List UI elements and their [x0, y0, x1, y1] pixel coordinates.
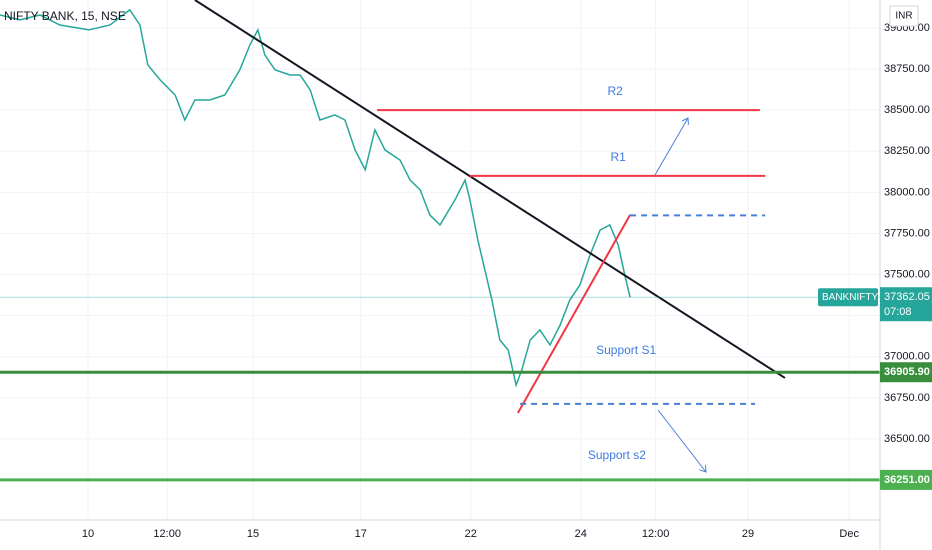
y-tick-label: 36750.00 [884, 392, 930, 404]
x-tick-label: 10 [82, 528, 94, 540]
price-label: 37362.05 [884, 291, 930, 303]
grid [0, 0, 880, 520]
annotation: Support S1 [596, 343, 656, 357]
chart-title: NIFTY BANK, 15, NSE [4, 9, 126, 23]
countdown: 07:08 [884, 306, 912, 318]
y-tick-label: 37000.00 [884, 351, 930, 363]
x-tick-label: 15 [247, 528, 259, 540]
annotation: R1 [611, 150, 627, 164]
x-tick-label: 22 [465, 528, 477, 540]
y-tick-label: 37750.00 [884, 227, 930, 239]
trend-line [517, 214, 631, 414]
level-tag [880, 469, 932, 490]
x-tick-label: Dec [839, 528, 859, 540]
x-tick-label: 12:00 [642, 528, 670, 540]
y-tick-label: 38000.00 [884, 186, 930, 198]
arrow [657, 409, 706, 472]
level-label: 36251.00 [884, 474, 930, 486]
plot: R2 R1 Support S1 Support s2 [0, 0, 880, 482]
y-tick-label: 38250.00 [884, 145, 930, 157]
price-name: BANKNIFTY [822, 292, 878, 303]
price-name-tag [818, 288, 878, 307]
price-tag [880, 287, 932, 322]
y-tick-label: 36500.00 [884, 433, 930, 445]
y-tick-label: 37500.00 [884, 268, 930, 280]
arrow [654, 118, 688, 176]
level-label: 36905.90 [884, 366, 930, 378]
x-tick-label: 24 [575, 528, 587, 540]
x-tick-label: 29 [742, 528, 754, 540]
y-tick-label: 38750.00 [884, 63, 930, 75]
level-tag [880, 362, 932, 383]
price-line [0, 8, 631, 388]
currency-box [889, 5, 919, 27]
x-tick-label: 17 [355, 528, 367, 540]
axes: 36500.0036750.0037000.0037250.0037500.00… [82, 22, 932, 540]
annotation: R2 [607, 84, 623, 98]
x-tick-label: 12:00 [153, 528, 181, 540]
annotation: Support s2 [588, 448, 646, 462]
trend-line [194, 0, 786, 379]
currency: INR [895, 11, 912, 22]
y-tick-label: 38500.00 [884, 104, 930, 116]
